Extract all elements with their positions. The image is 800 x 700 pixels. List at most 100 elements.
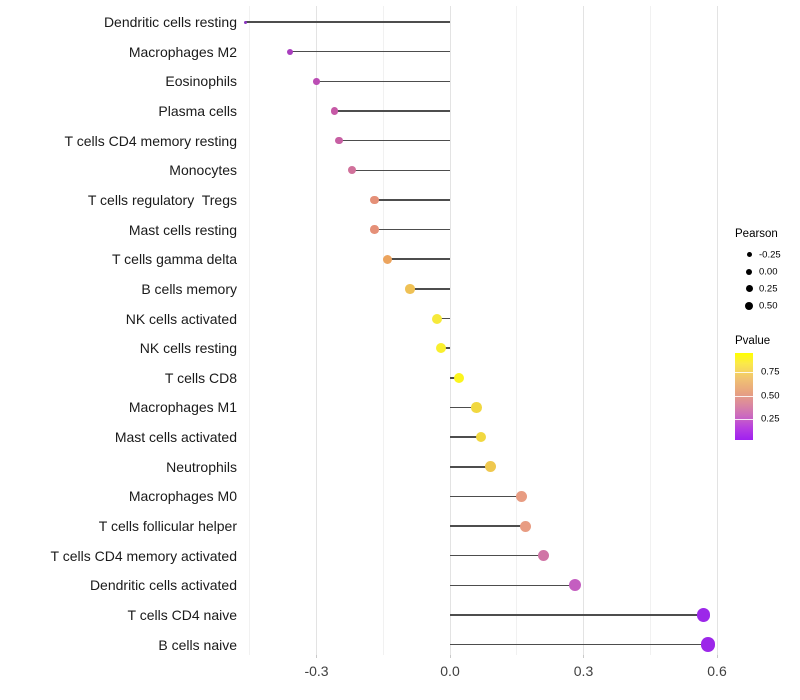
gridline-minor	[249, 6, 250, 655]
category-label: T cells CD4 memory resting	[64, 132, 237, 149]
lollipop-dot	[471, 402, 482, 413]
pvalue-gradient-tick	[735, 418, 753, 420]
gridline-minor	[383, 6, 384, 655]
legend-size-entry: 0.00	[735, 263, 800, 280]
lollipop-dot	[453, 372, 465, 384]
category-label: Dendritic cells activated	[89, 577, 237, 594]
x-axis-tick-label: 0.6	[707, 663, 727, 679]
x-axis-tick-label: 0.0	[440, 663, 460, 679]
lollipop-dot	[243, 20, 247, 24]
category-label: T cells regulatory Tregs	[87, 191, 237, 208]
lollipop-dot	[568, 579, 581, 592]
lollipop-dot	[370, 225, 379, 234]
gridline-minor	[650, 6, 651, 655]
lollipop-stem	[289, 50, 450, 53]
lollipop-stem	[374, 228, 450, 231]
category-label: Macrophages M2	[128, 43, 237, 60]
legend-pvalue-title: Pvalue	[735, 335, 771, 347]
legend-size-label: 0.00	[759, 266, 778, 277]
lollipop-stem	[316, 80, 450, 83]
legend-pearson: Pearson -0.25 0.00 0.25 0.50	[735, 228, 800, 314]
category-label: Eosinophils	[165, 73, 237, 90]
pvalue-gradient-tick	[735, 372, 753, 374]
lollipop-stem	[450, 495, 522, 498]
lollipop-stem	[450, 466, 491, 468]
lollipop-dot	[436, 343, 447, 354]
category-label: T cells follicular helper	[98, 518, 237, 535]
pvalue-gradient-label: 0.75	[761, 366, 780, 378]
category-label: Neutrophils	[166, 458, 237, 475]
lollipop-stem	[450, 584, 575, 587]
lollipop-stem	[334, 110, 450, 112]
category-label: B cells memory	[141, 280, 237, 297]
gridline-major	[316, 6, 317, 655]
lollipop-dot	[515, 490, 527, 502]
lollipop-stem	[450, 614, 704, 616]
pvalue-gradient-label: 0.50	[761, 390, 780, 402]
legend-size-entry: -0.25	[735, 246, 800, 263]
lollipop-stem	[450, 643, 709, 646]
x-axis-tick	[717, 655, 718, 658]
lollipop-stem	[450, 554, 544, 557]
x-axis-tick	[583, 655, 584, 658]
lollipop-stem	[338, 139, 450, 142]
lollipop-dot	[370, 195, 379, 205]
legend-pearson-title: Pearson	[735, 228, 778, 240]
lollipop-dot	[335, 136, 343, 145]
lollipop-dot	[700, 637, 716, 652]
legend-size-label: 0.25	[759, 283, 778, 294]
category-label: B cells naive	[158, 636, 237, 653]
pvalue-gradient-wrap: 0.75 0.50 0.25	[735, 353, 800, 440]
category-label: Mast cells resting	[128, 221, 237, 238]
x-axis-tick-label: -0.3	[304, 663, 329, 679]
gridline-major	[717, 6, 718, 655]
category-label: T cells gamma delta	[111, 251, 237, 268]
lollipop-stem	[450, 436, 482, 438]
lollipop-dot	[431, 313, 442, 324]
legend-size-label: -0.25	[759, 249, 781, 260]
category-label: Monocytes	[169, 162, 237, 179]
legend-size-dot	[745, 285, 753, 292]
category-label: NK cells resting	[139, 340, 237, 357]
x-axis-tick-label: 0.3	[573, 663, 594, 679]
lollipop-stem	[374, 199, 450, 201]
legend-pvalue: Pvalue 0.75 0.50 0.25	[735, 335, 800, 440]
category-label: Plasma cells	[158, 102, 237, 119]
category-label: Mast cells activated	[114, 429, 237, 446]
category-label: T cells CD4 memory activated	[50, 547, 237, 564]
legend-size-dot	[746, 268, 752, 275]
legend-size-label: 0.50	[759, 300, 778, 311]
category-label: Macrophages M1	[128, 399, 237, 416]
lollipop-stem	[450, 525, 526, 527]
lollipop-dot	[330, 107, 339, 115]
category-label: T cells CD4 naive	[127, 607, 237, 623]
lollipop-stem	[245, 21, 450, 23]
gridline-minor	[516, 6, 517, 655]
pvalue-gradient-tick	[735, 395, 753, 397]
x-axis-tick	[316, 655, 317, 658]
x-axis-tick	[450, 655, 451, 658]
category-label: T cells CD8	[164, 369, 237, 386]
lollipop-dot	[520, 520, 532, 532]
lollipop-stem	[450, 406, 477, 409]
category-label: NK cells activated	[125, 310, 237, 327]
lollipop-dot	[475, 431, 487, 443]
legend-size-dot	[745, 301, 753, 310]
lollipop-stem	[436, 317, 450, 320]
legend-size-entry: 0.50	[735, 297, 800, 314]
legend-size-dot	[746, 252, 752, 257]
lollipop-stem	[352, 169, 450, 171]
category-label: Dendritic cells resting	[103, 14, 237, 30]
gridline-major	[450, 6, 451, 655]
lollipop-dot	[405, 284, 415, 294]
lollipop-dot	[383, 254, 393, 264]
legend-size-entry: 0.25	[735, 280, 800, 297]
lollipop-dot	[286, 48, 293, 55]
lollipop-dot	[484, 461, 496, 473]
lollipop-dot	[696, 608, 711, 622]
pvalue-gradient-label: 0.25	[761, 413, 780, 425]
category-label: Macrophages M0	[128, 488, 237, 505]
lollipop-stem	[387, 258, 450, 260]
lollipop-dot	[537, 549, 550, 562]
